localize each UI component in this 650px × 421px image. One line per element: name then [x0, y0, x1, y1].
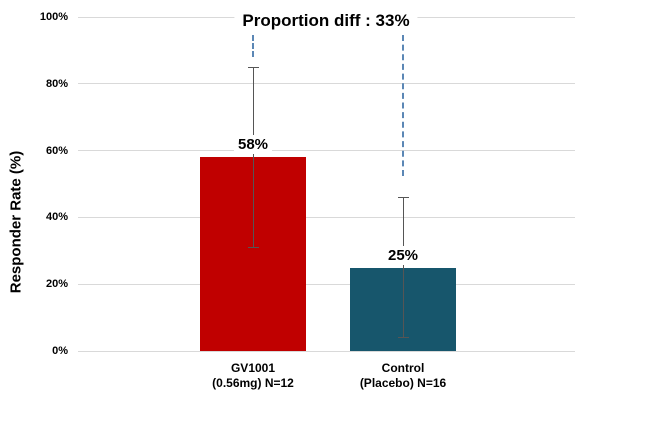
- x-axis-label-line: (Placebo) N=16: [359, 376, 447, 390]
- y-tick-label: 20%: [45, 278, 68, 291]
- y-tick-label: 60%: [45, 144, 68, 157]
- gridline: [78, 83, 575, 85]
- error-bar-cap-top: [247, 66, 259, 68]
- error-bar-cap-top: [397, 196, 409, 198]
- value-label: 58%: [233, 135, 273, 155]
- chart-title: Proportion diff : 33%: [234, 10, 418, 31]
- dashed-connector-line: [402, 35, 404, 176]
- y-tick-label: 40%: [45, 211, 68, 224]
- x-axis-label: Control (Placebo) N=16: [360, 361, 446, 391]
- x-axis-label-line: Control: [381, 361, 425, 375]
- y-tick-label: 100%: [39, 11, 68, 23]
- value-label: 25%: [383, 245, 423, 265]
- x-axis-label-line: (0.56mg) N=12: [212, 376, 294, 390]
- gridline: [78, 350, 575, 352]
- y-tick-label: 0%: [52, 345, 68, 357]
- gridline: [78, 216, 575, 218]
- error-bar-line: [252, 67, 254, 248]
- error-bar-cap-bottom: [397, 337, 409, 339]
- x-axis-label-line: GV1001: [230, 361, 276, 375]
- error-bar-line: [402, 197, 404, 338]
- gridline: [78, 150, 575, 152]
- gridline: [78, 283, 575, 285]
- dashed-connector-line: [252, 35, 254, 58]
- error-bar-cap-bottom: [247, 246, 259, 248]
- y-tick-label: 80%: [45, 77, 68, 90]
- x-axis-label: GV1001 (0.56mg) N=12: [212, 361, 294, 391]
